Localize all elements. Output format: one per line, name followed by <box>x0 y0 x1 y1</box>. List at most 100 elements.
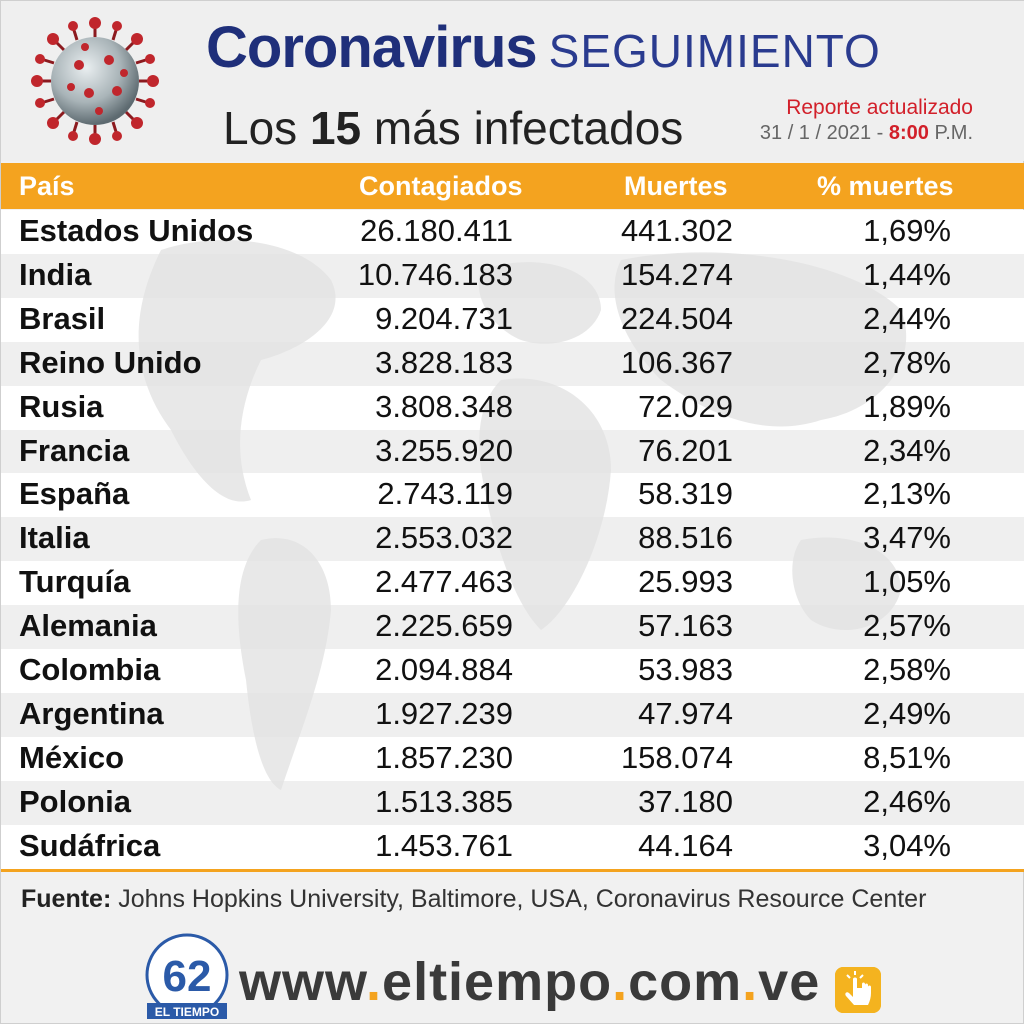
row-deaths: 106.367 <box>620 344 733 380</box>
row-cases: 3.808.348 <box>375 388 513 424</box>
row-pct: 3,47% <box>863 520 951 556</box>
row-cases: 26.180.411 <box>360 213 513 248</box>
row-country: Rusia <box>19 388 104 424</box>
row-cases: 1.927.239 <box>375 695 513 731</box>
row-cases: 10.746.183 <box>357 256 513 292</box>
table-row: Rusia 3.808.348 72.029 1,89% <box>1 386 1024 430</box>
table-row: Brasil 9.204.731 224.504 2,44% <box>1 298 1024 342</box>
row-cases: 3.828.183 <box>375 344 513 380</box>
url-dot: . <box>612 952 629 1012</box>
divider <box>1 869 1024 872</box>
virus-icon <box>31 17 159 145</box>
url-part: www <box>239 952 367 1012</box>
row-cases: 1.513.385 <box>375 783 513 819</box>
title-main: Coronavirus <box>206 15 538 80</box>
row-deaths: 76.201 <box>638 432 733 468</box>
row-deaths: 53.983 <box>638 652 733 687</box>
table-row: Alemania 2.225.659 57.163 2,57% <box>1 605 1024 649</box>
subtitle-suffix: más infectados <box>373 102 684 154</box>
row-country: Polonia <box>19 783 131 819</box>
row-cases: 2.094.884 <box>375 652 513 687</box>
column-header-pct: % muertes <box>817 171 954 201</box>
row-pct: 1,69% <box>863 213 951 248</box>
row-country: España <box>19 476 130 512</box>
row-cases: 2.743.119 <box>377 476 513 512</box>
row-pct: 1,89% <box>863 388 951 424</box>
row-pct: 2,46% <box>863 783 951 819</box>
logo-number: 62 <box>163 952 212 1001</box>
row-deaths: 47.974 <box>638 695 733 731</box>
row-cases: 2.553.032 <box>375 520 513 556</box>
row-pct: 1,44% <box>863 256 951 292</box>
title-secondary: SEGUIMIENTO <box>548 25 881 77</box>
row-pct: 2,13% <box>863 476 951 512</box>
row-country: Reino Unido <box>19 344 202 380</box>
url-part: com <box>628 952 743 1012</box>
table-row: Turquía 2.477.463 25.993 1,05% <box>1 561 1024 605</box>
source-label: Fuente: <box>21 885 112 913</box>
row-deaths: 72.029 <box>638 388 733 424</box>
row-pct: 2,58% <box>863 652 951 687</box>
row-country: Sudáfrica <box>19 827 161 863</box>
row-deaths: 441.302 <box>620 213 733 248</box>
row-country: Italia <box>19 520 90 556</box>
report-meridiem: P.M. <box>928 122 973 145</box>
subtitle-prefix: Los <box>223 102 298 154</box>
row-deaths: 44.164 <box>638 827 733 863</box>
row-country: Alemania <box>19 608 157 644</box>
logo-text: EL TIEMPO <box>155 1005 219 1019</box>
table-row: México 1.857.230 158.074 8,51% <box>1 737 1024 781</box>
row-country: India <box>19 256 92 292</box>
table-row: Argentina 1.927.239 47.974 2,49% <box>1 692 1024 737</box>
subtitle: Los 15 más infectados <box>223 101 683 155</box>
table-row: Sudáfrica 1.453.761 44.164 3,04% <box>1 825 1024 869</box>
row-country: Argentina <box>19 695 164 731</box>
row-pct: 2,34% <box>863 432 951 468</box>
column-header-country: País <box>19 171 75 201</box>
row-cases: 2.225.659 <box>375 608 513 644</box>
table-row: Italia 2.553.032 88.516 3,47% <box>1 517 1024 562</box>
row-country: Brasil <box>19 300 106 336</box>
page-title: Coronavirus SEGUIMIENTO <box>206 19 881 77</box>
row-country: Colombia <box>19 652 161 687</box>
table-row: Polonia 1.513.385 37.180 2,46% <box>1 780 1024 825</box>
column-header-cases: Contagiados <box>359 171 523 201</box>
source-text: Johns Hopkins University, Baltimore, USA… <box>111 885 927 913</box>
subtitle-number: 15 <box>309 102 362 154</box>
logo-icon: 62 EL TIEMPO <box>145 933 229 1019</box>
row-deaths: 58.319 <box>638 476 733 512</box>
row-pct: 8,51% <box>863 739 951 775</box>
header: Coronavirus SEGUIMIENTO Los 15 más infect… <box>1 1 1024 161</box>
row-pct: 2,44% <box>863 300 951 336</box>
url-part: eltiempo <box>382 952 613 1012</box>
column-header-deaths: Muertes <box>624 171 728 201</box>
row-cases: 3.255.920 <box>375 432 513 468</box>
row-deaths: 37.180 <box>638 783 733 819</box>
row-deaths: 224.504 <box>620 300 733 336</box>
row-pct: 1,05% <box>863 564 951 600</box>
row-deaths: 158.074 <box>620 739 733 775</box>
report-time: 8:00 <box>888 122 929 145</box>
table-row: Francia 3.255.920 76.201 2,34% <box>1 429 1024 474</box>
row-country: Estados Unidos <box>19 213 254 248</box>
source-note: Fuente: Johns Hopkins University, Baltim… <box>21 885 926 914</box>
row-deaths: 88.516 <box>638 520 733 556</box>
table-row: India 10.746.183 154.274 1,44% <box>1 253 1024 298</box>
report-datetime: 31 / 1 / 2021 - 8:00 P.M. <box>760 121 973 146</box>
table-row: Estados Unidos 26.180.411 441.302 1,69% <box>1 210 1024 254</box>
url-part: ve <box>758 952 821 1012</box>
row-cases: 1.453.761 <box>375 827 513 863</box>
table-row: Reino Unido 3.828.183 106.367 2,78% <box>1 341 1024 386</box>
row-pct: 3,04% <box>863 827 951 863</box>
row-pct: 2,49% <box>863 695 951 731</box>
table-header: País Contagiados Muertes % muertes <box>1 163 1024 209</box>
report-date: 31 / 1 / 2021 - <box>759 122 889 145</box>
report-label: Reporte actualizado <box>786 96 973 119</box>
table-row: Colombia 2.094.884 53.983 2,58% <box>1 649 1024 693</box>
table-body: Estados Unidos 26.180.411 441.302 1,69% Indi… <box>1 210 1024 869</box>
url-dot: . <box>742 952 759 1012</box>
row-deaths: 154.274 <box>620 256 733 292</box>
row-cases: 2.477.463 <box>375 564 513 600</box>
website-url[interactable]: www.eltiempo.com.ve <box>239 951 820 1013</box>
